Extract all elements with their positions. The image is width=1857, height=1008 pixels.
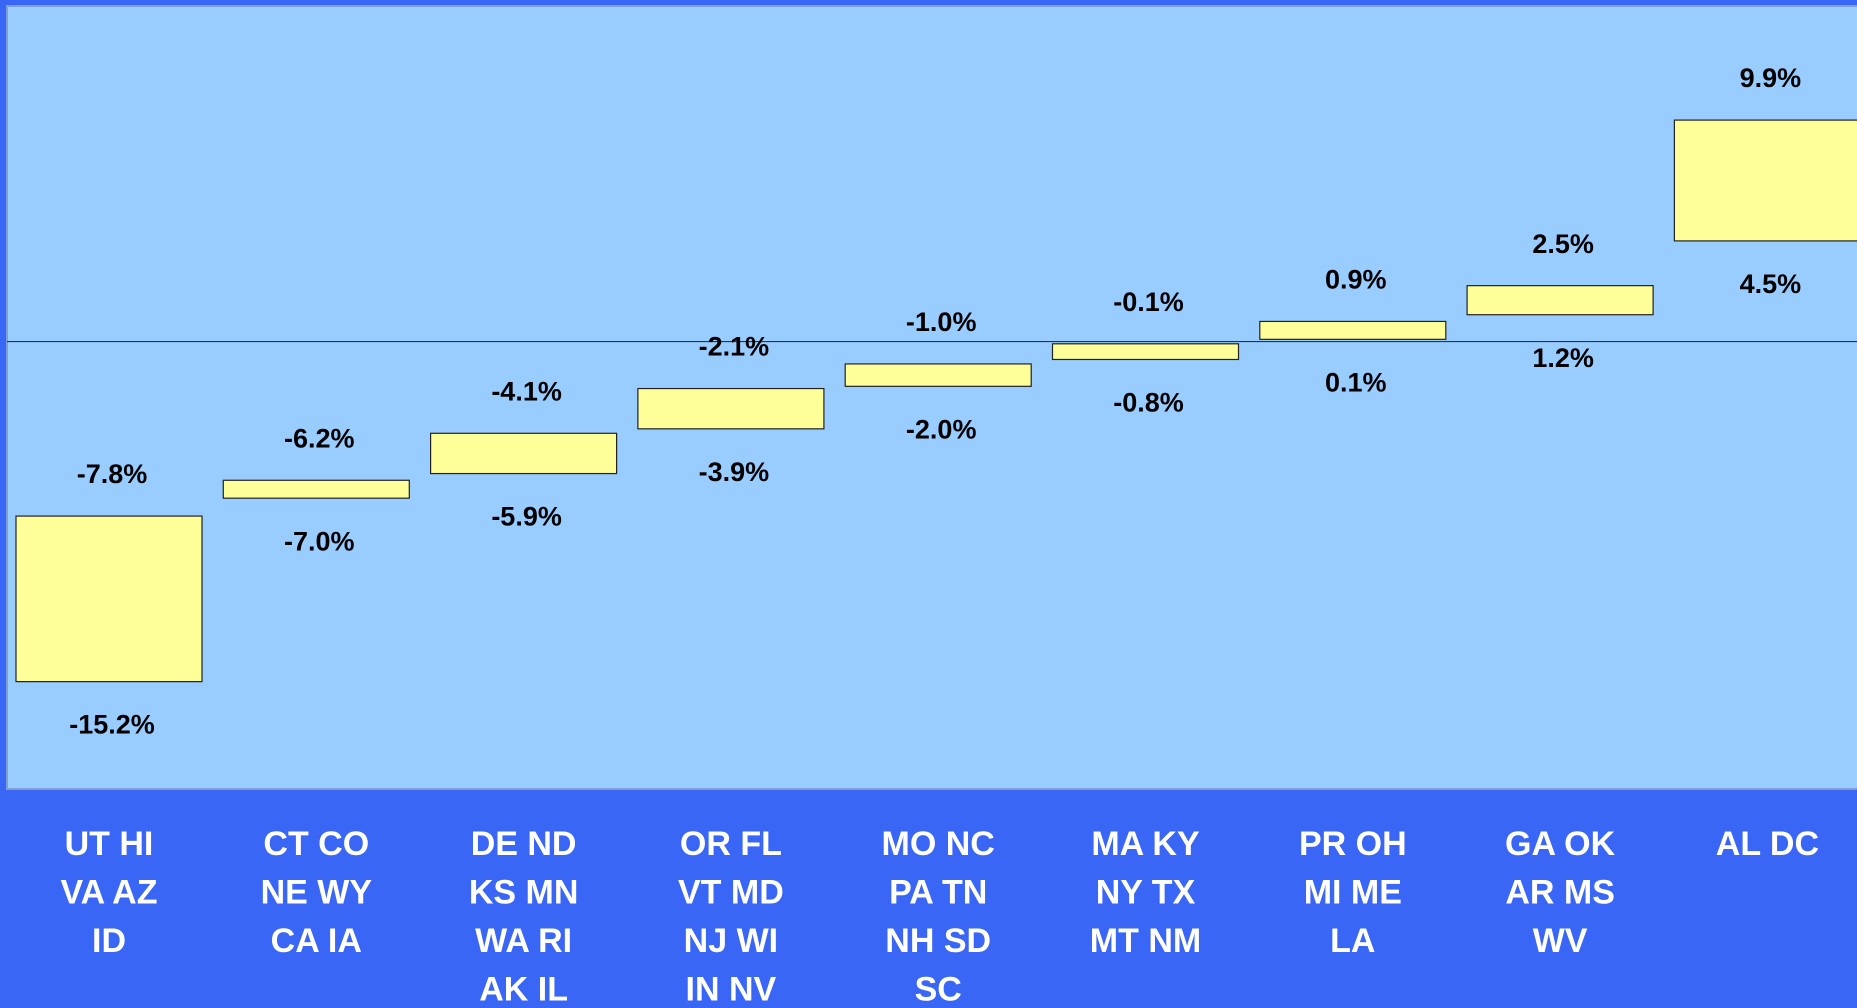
- category-label: NY TX: [1096, 873, 1196, 911]
- category-label: VT MD: [678, 873, 784, 911]
- value-label: -15.2%: [69, 710, 155, 740]
- range-bar: [1051, 343, 1240, 361]
- category-label: GA OK: [1505, 825, 1616, 863]
- category-label: IN NV: [686, 970, 777, 1008]
- range-bar: [222, 479, 410, 499]
- value-label: 4.5%: [1740, 269, 1802, 299]
- category-label: AK IL: [479, 970, 568, 1008]
- category-label: MO NC: [882, 825, 995, 863]
- category-label: NE WY: [261, 873, 373, 911]
- category-label: VA AZ: [61, 873, 158, 911]
- category-label: CT CO: [263, 825, 369, 863]
- value-label: 9.9%: [1740, 63, 1802, 93]
- category-label: AR MS: [1505, 873, 1615, 911]
- value-label: -0.8%: [1113, 388, 1184, 418]
- category-label: MT NM: [1090, 922, 1201, 960]
- category-label: WA RI: [475, 922, 572, 960]
- range-bar: [15, 515, 203, 683]
- range-bar: [1673, 119, 1857, 242]
- category-label: LA: [1330, 922, 1375, 960]
- value-label: -6.2%: [284, 423, 355, 453]
- range-bar: [637, 387, 825, 430]
- value-label: 0.1%: [1325, 367, 1387, 397]
- value-label: -2.0%: [906, 414, 977, 444]
- category-label: OR FL: [680, 825, 782, 863]
- category-label: CA IA: [271, 922, 362, 960]
- value-label: -7.8%: [77, 459, 148, 489]
- value-label: 1.2%: [1532, 343, 1594, 373]
- value-label: -2.1%: [699, 332, 770, 362]
- category-label: DE ND: [471, 825, 577, 863]
- category-label: NJ WI: [684, 922, 778, 960]
- value-label: -7.0%: [284, 526, 355, 556]
- category-label: PA TN: [889, 873, 987, 911]
- category-label: PR OH: [1299, 825, 1407, 863]
- value-label: 0.9%: [1325, 265, 1387, 295]
- range-bar: [430, 432, 618, 475]
- value-label: -4.1%: [491, 376, 562, 406]
- category-label: ID: [92, 922, 126, 960]
- value-label: -3.9%: [699, 457, 770, 487]
- category-label: MA KY: [1091, 825, 1200, 863]
- category-label: WV: [1533, 922, 1588, 960]
- category-label: KS MN: [469, 873, 579, 911]
- range-bar: [1466, 285, 1654, 316]
- value-label: -1.0%: [906, 307, 977, 337]
- value-label: -5.9%: [491, 502, 562, 532]
- value-label: -0.1%: [1113, 287, 1184, 317]
- category-label: UT HI: [65, 825, 154, 863]
- category-label: MI ME: [1304, 873, 1402, 911]
- category-label: AL DC: [1716, 825, 1819, 863]
- plot-area: [6, 5, 1857, 790]
- range-bar: [1259, 320, 1447, 340]
- category-label: SC: [915, 970, 962, 1008]
- range-bar: [844, 363, 1032, 387]
- category-label: NH SD: [885, 922, 991, 960]
- value-label: 2.5%: [1532, 229, 1594, 259]
